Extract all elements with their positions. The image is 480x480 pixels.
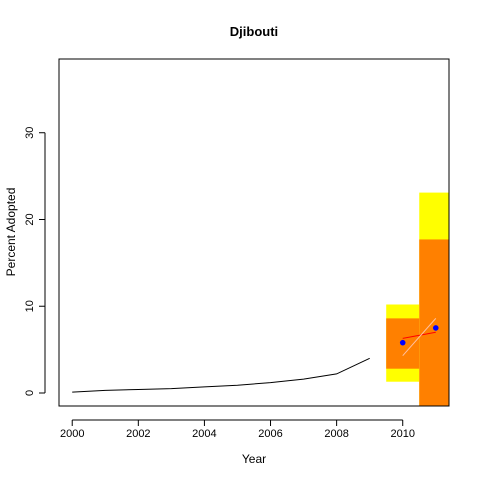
fit-line-1 — [402, 318, 437, 357]
chart-title: Djibouti — [230, 24, 278, 39]
plot-frame — [58, 58, 450, 407]
y-tick-label-30: 30 — [24, 127, 36, 139]
x-tick-label-2000: 2000 — [60, 428, 84, 440]
y-tick-label-0: 0 — [24, 390, 36, 396]
confidence-bands — [386, 192, 449, 406]
x-tick-label-2010: 2010 — [390, 428, 414, 440]
y-tick-label-20: 20 — [24, 213, 36, 225]
x-axis-label: Year — [242, 452, 266, 466]
series-lines — [72, 318, 437, 393]
data-point-1 — [432, 325, 439, 331]
inner-band-1 — [419, 239, 449, 406]
data-points — [399, 325, 439, 346]
x-tick-label-2008: 2008 — [324, 428, 348, 440]
y-tick-label-10: 10 — [24, 300, 36, 312]
x-tick-label-2004: 2004 — [192, 428, 216, 440]
x-tick-label-2002: 2002 — [126, 428, 150, 440]
axes: 2000 2002 2004 2006 2008 2010 0 10 20 30 — [24, 127, 415, 440]
data-point-0 — [399, 339, 406, 346]
y-axis-label: Percent Adopted — [4, 188, 18, 277]
fit-line-0 — [402, 331, 436, 339]
x-tick-label-2006: 2006 — [258, 428, 282, 440]
series-line-0 — [72, 357, 370, 393]
